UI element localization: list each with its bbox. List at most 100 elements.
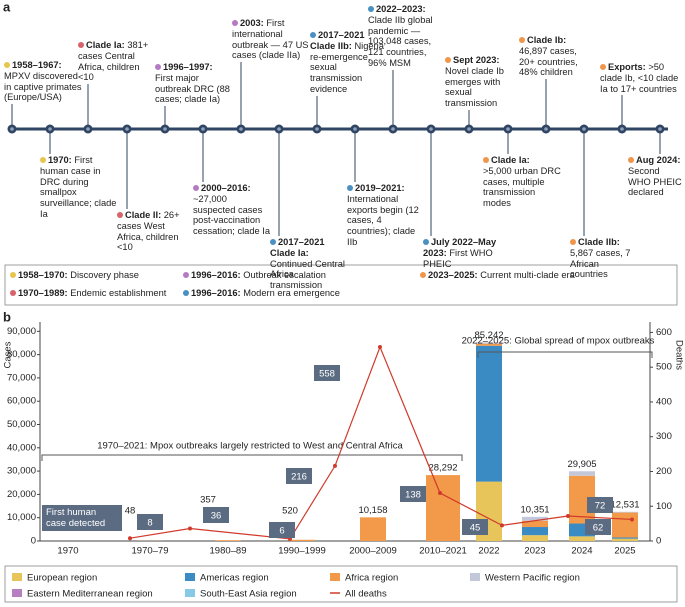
phase-legend-box	[4, 264, 678, 306]
color-dot	[10, 290, 16, 296]
deaths-label-box	[587, 497, 613, 513]
total-label: 12,531	[610, 499, 639, 510]
timeline-event: Aug 2024: Second WHO PHEIC declared	[628, 155, 684, 198]
deaths-point	[188, 526, 192, 531]
bold-label: 2023–2025:	[428, 270, 478, 280]
color-dot	[40, 157, 46, 163]
total-label: 520	[282, 506, 298, 517]
deaths-point	[438, 491, 442, 496]
legend-label: South-East Asia region	[200, 589, 297, 600]
timeline-tick-center	[86, 127, 90, 131]
y2-tick-label: 500	[656, 362, 672, 373]
description: 26+ cases West Africa, children <10	[117, 210, 180, 253]
bar-segment	[612, 537, 638, 539]
legend-swatch	[185, 573, 195, 581]
x-tick-label: 2022	[478, 546, 499, 557]
deaths-label: 138	[405, 490, 421, 501]
phase-legend-entry: 1996–2016: Outbreak escalation	[183, 270, 326, 280]
bar-segment	[289, 539, 315, 541]
deaths-point	[333, 463, 337, 468]
timeline-event: 1958–1967: MPXV discovered in captive pr…	[4, 60, 82, 103]
color-dot	[183, 290, 189, 296]
bold-label: 1996–1997:	[163, 62, 213, 72]
bar-segment	[569, 471, 595, 476]
description: Endemic establishment	[70, 288, 167, 298]
bold-label: 1996–2016:	[191, 270, 241, 280]
annotation: First human case detected	[46, 507, 106, 529]
deaths-label: 72	[595, 501, 606, 512]
bar-segment	[215, 540, 241, 541]
x-tick-label: 2025	[614, 546, 635, 557]
description: Current multi-clade era	[480, 270, 575, 280]
bold-label: Exports:	[608, 62, 646, 72]
legend-label: Eastern Mediterranean region	[27, 589, 153, 600]
legend-label: All deaths	[345, 589, 387, 600]
timeline-tick-center	[277, 127, 281, 131]
deaths-label: 216	[291, 472, 307, 483]
description: First international outbreak — 47 US cas…	[232, 18, 309, 61]
deaths-label: 36	[211, 511, 222, 522]
bold-label: 2022–2023:	[376, 4, 426, 14]
bar-segment	[522, 520, 548, 528]
description: 5,867 cases, 7 African countries	[570, 247, 631, 280]
bold-label: Aug 2024:	[636, 155, 681, 165]
y2-tick-label: 100	[656, 501, 672, 512]
bar-segment	[476, 343, 502, 346]
y2-tick-label: 200	[656, 466, 672, 477]
color-dot	[519, 37, 525, 43]
y-tick-label: 80,000	[7, 349, 36, 360]
bar-segment	[522, 535, 548, 541]
color-dot	[310, 32, 316, 38]
timeline-event: 2017–2021 Clade Ia: Continued Central Af…	[270, 237, 346, 291]
bold-label: 2003:	[240, 18, 264, 28]
description: >5,000 urban DRC cases, multiple transmi…	[483, 165, 561, 209]
deaths-label: 6	[279, 526, 284, 537]
color-dot	[423, 239, 429, 245]
bold-label: 1958–1970:	[18, 270, 68, 280]
timeline-event: 2000–2016: ~27,000 suspected cases post-…	[193, 183, 271, 237]
color-dot	[193, 185, 199, 191]
bold-label: Clade Ia:	[86, 40, 125, 50]
timeline-event: 2003: First international outbreak — 47 …	[232, 18, 310, 61]
phase-legend-entry: 1996–2016: Modern era emergence	[183, 288, 340, 298]
description: Modern era emergence	[243, 288, 340, 298]
total-label: 357	[200, 495, 216, 506]
color-dot	[368, 6, 374, 12]
total-label: 10,158	[358, 505, 387, 516]
bar-segment	[522, 517, 548, 521]
bold-label: 2019–2021:	[355, 183, 405, 193]
bold-label: July 2022–May 2023:	[423, 237, 497, 258]
description: First WHO PHEIC	[423, 247, 493, 269]
legend-swatch	[12, 573, 22, 581]
timeline-tick-center	[48, 127, 52, 131]
bold-label: Clade Ia:	[491, 155, 530, 165]
x-tick-label: 2023	[524, 546, 545, 557]
timeline-tick-center	[10, 127, 14, 131]
y-tick-label: 50,000	[7, 419, 36, 430]
bar-segment	[612, 538, 638, 541]
bold-label: 2017–2021 Clade IIb:	[310, 30, 365, 51]
timeline-tick-center	[582, 127, 586, 131]
deaths-label: 558	[319, 369, 335, 380]
deaths-label-box	[462, 519, 488, 535]
y-tick-label: 10,000	[7, 512, 36, 523]
phase-legend-entry: 2023–2025: Current multi-clade era	[420, 270, 575, 280]
timeline-event: Clade II: 26+ cases West Africa, childre…	[117, 210, 193, 253]
deaths-label-box	[137, 514, 163, 530]
panel-label: b	[3, 309, 11, 324]
chart-legend-box	[4, 565, 678, 603]
bar-segment	[569, 536, 595, 541]
panel-label: a	[3, 0, 11, 14]
description: ~27,000 suspected cases post-vaccination…	[193, 193, 271, 237]
color-dot	[420, 272, 426, 278]
description: 46,897 cases, 20+ countries, 48% childre…	[519, 45, 578, 78]
total-label: 85,242	[474, 330, 503, 341]
timeline-tick-center	[429, 127, 433, 131]
timeline-event: 1970: First human case in DRC during sma…	[40, 155, 118, 220]
legend-label: Africa region	[345, 573, 398, 584]
annotation: 1970–2021: Mpox outbreaks largely restri…	[97, 441, 403, 452]
description: International exports begin (12 cases, 4…	[347, 193, 419, 247]
deaths-label: 62	[593, 523, 604, 534]
y-tick-label: 40,000	[7, 442, 36, 453]
